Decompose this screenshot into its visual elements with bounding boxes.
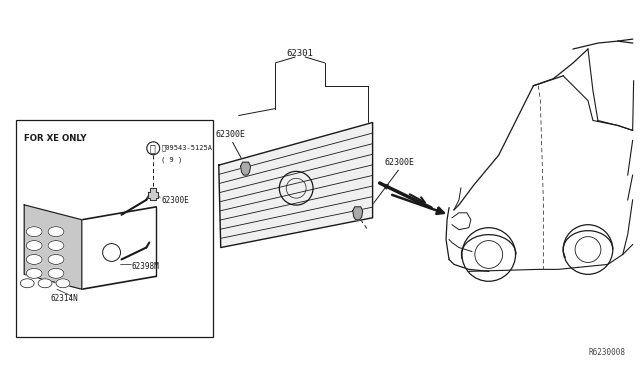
Ellipse shape (26, 254, 42, 264)
Ellipse shape (26, 241, 42, 250)
Text: 62300E: 62300E (161, 196, 189, 205)
Ellipse shape (48, 227, 64, 237)
Text: ( 9 ): ( 9 ) (161, 156, 182, 163)
Ellipse shape (48, 254, 64, 264)
Bar (16, 121, 213, 337)
Polygon shape (241, 162, 250, 175)
Ellipse shape (26, 227, 42, 237)
Text: Ⓜ09543-5125A: Ⓜ09543-5125A (161, 144, 212, 151)
Polygon shape (353, 207, 363, 220)
Text: R6230008: R6230008 (589, 348, 626, 357)
Polygon shape (24, 205, 82, 289)
Text: 62398M: 62398M (131, 262, 159, 272)
Polygon shape (148, 188, 158, 200)
Text: 62301: 62301 (287, 49, 314, 58)
Text: Ⓜ: Ⓜ (149, 143, 155, 153)
Polygon shape (219, 122, 372, 247)
Text: 62300E: 62300E (385, 158, 415, 167)
Text: 62300E: 62300E (216, 131, 246, 140)
Ellipse shape (38, 279, 52, 288)
Ellipse shape (26, 268, 42, 278)
Ellipse shape (48, 241, 64, 250)
Text: FOR XE ONLY: FOR XE ONLY (24, 134, 87, 143)
Ellipse shape (20, 279, 34, 288)
Text: 62314N: 62314N (50, 294, 78, 303)
Ellipse shape (48, 268, 64, 278)
Ellipse shape (56, 279, 70, 288)
